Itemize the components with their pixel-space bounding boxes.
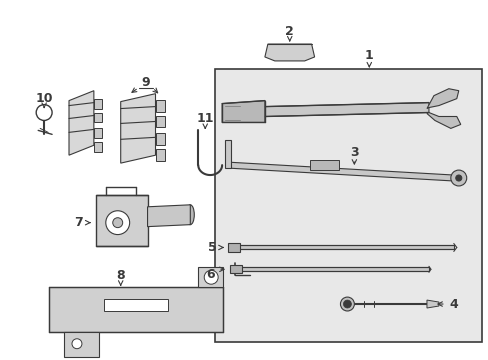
Polygon shape bbox=[222, 100, 264, 122]
Bar bbox=[94, 142, 102, 152]
Text: 8: 8 bbox=[116, 269, 125, 282]
Polygon shape bbox=[224, 140, 231, 168]
Circle shape bbox=[36, 105, 52, 121]
Polygon shape bbox=[426, 89, 458, 109]
Circle shape bbox=[113, 218, 122, 228]
Text: 6: 6 bbox=[205, 268, 214, 281]
Ellipse shape bbox=[279, 47, 299, 59]
Text: 1: 1 bbox=[364, 49, 373, 63]
Bar bbox=[94, 113, 102, 122]
Bar bbox=[309, 160, 339, 170]
Circle shape bbox=[340, 297, 354, 311]
Text: 7: 7 bbox=[74, 216, 83, 229]
Bar bbox=[94, 99, 102, 109]
Circle shape bbox=[105, 211, 129, 235]
Text: 10: 10 bbox=[35, 92, 53, 105]
Text: 5: 5 bbox=[207, 241, 216, 254]
Circle shape bbox=[450, 170, 466, 186]
Bar bbox=[215, 69, 481, 342]
Polygon shape bbox=[240, 267, 428, 271]
Bar bbox=[155, 149, 165, 161]
Bar bbox=[96, 195, 147, 247]
Bar bbox=[155, 116, 165, 127]
Circle shape bbox=[455, 175, 461, 181]
Polygon shape bbox=[198, 267, 223, 287]
Text: 11: 11 bbox=[196, 112, 214, 125]
Polygon shape bbox=[227, 162, 453, 181]
Polygon shape bbox=[147, 205, 190, 227]
Polygon shape bbox=[426, 300, 438, 308]
Polygon shape bbox=[69, 91, 94, 155]
Bar bbox=[103, 299, 168, 311]
Polygon shape bbox=[426, 113, 460, 129]
Circle shape bbox=[72, 339, 82, 349]
Polygon shape bbox=[49, 287, 223, 332]
Bar bbox=[230, 265, 242, 273]
Circle shape bbox=[204, 270, 218, 284]
Text: 9: 9 bbox=[141, 76, 149, 89]
Bar bbox=[155, 100, 165, 112]
Bar bbox=[227, 243, 240, 252]
Text: 4: 4 bbox=[448, 297, 457, 311]
Bar bbox=[94, 129, 102, 138]
Ellipse shape bbox=[186, 205, 194, 225]
Polygon shape bbox=[233, 246, 453, 249]
Polygon shape bbox=[264, 44, 314, 61]
Polygon shape bbox=[64, 332, 99, 357]
Bar bbox=[155, 133, 165, 145]
Circle shape bbox=[343, 300, 351, 308]
Polygon shape bbox=[121, 94, 155, 163]
Text: 2: 2 bbox=[285, 24, 293, 38]
Polygon shape bbox=[224, 103, 428, 117]
Text: 3: 3 bbox=[349, 146, 358, 159]
